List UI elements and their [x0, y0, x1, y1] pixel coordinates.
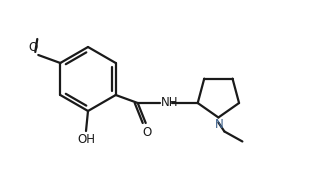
Text: O: O [28, 41, 37, 54]
Text: O: O [142, 126, 151, 139]
Text: OH: OH [77, 133, 95, 146]
Text: N: N [215, 118, 224, 132]
Text: NH: NH [161, 96, 178, 109]
